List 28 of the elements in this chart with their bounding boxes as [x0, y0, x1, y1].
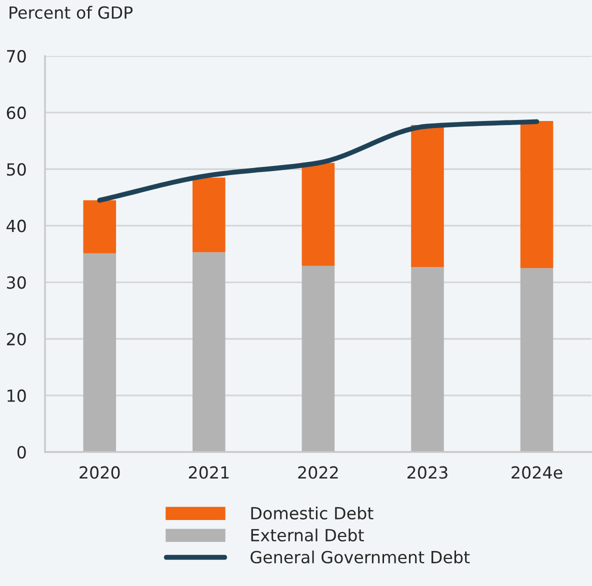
y-tick-label: 70	[7, 50, 26, 63]
x-tick-label: 2024e	[512, 466, 562, 479]
y-tick-label: 20	[6, 332, 26, 346]
y-tick-label: 40	[6, 220, 26, 232]
legend-label: External Debt	[251, 528, 364, 542]
y-tick-label: 50	[7, 163, 26, 176]
y-axis-title: Percent of GDP	[10, 6, 133, 19]
bar	[411, 267, 444, 452]
bar	[520, 268, 554, 452]
bar	[192, 178, 226, 252]
x-tick-label: 2021	[188, 466, 229, 479]
bar	[302, 162, 335, 266]
x-tick-label: 2020	[80, 466, 120, 479]
legend-label: General Government Debt	[250, 550, 470, 564]
bar	[520, 121, 554, 268]
legend-label: Domestic Debt	[251, 506, 374, 520]
bar	[83, 253, 116, 452]
bar	[302, 266, 335, 452]
line-series	[97, 119, 540, 203]
bar	[411, 125, 444, 268]
x-tick-label: 2022	[298, 466, 338, 479]
y-tick-label: 0	[17, 446, 26, 459]
y-tick-label: 10	[8, 389, 26, 402]
bar	[192, 252, 226, 452]
y-tick-label: 60	[6, 106, 26, 120]
bar	[83, 200, 116, 254]
x-tick-label: 2023	[408, 466, 448, 479]
y-tick-label: 30	[7, 276, 26, 289]
